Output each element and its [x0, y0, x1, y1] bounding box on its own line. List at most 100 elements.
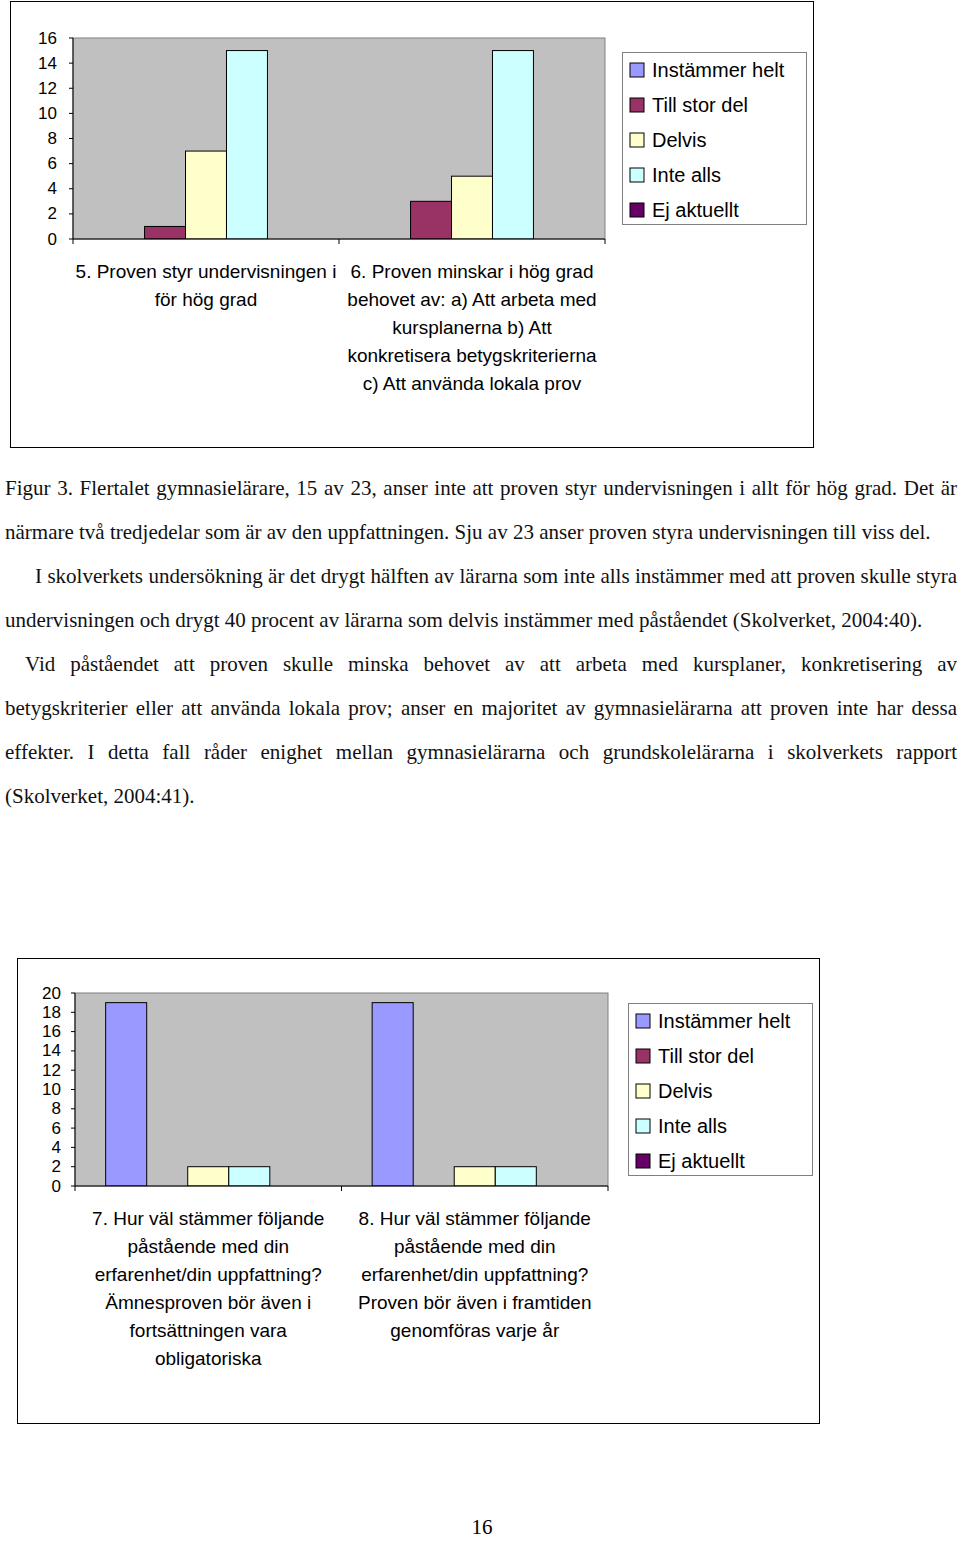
y-tick: [69, 163, 73, 164]
x-tick: [73, 239, 74, 244]
y-tick-label: 4: [52, 1138, 61, 1157]
bar: [186, 151, 227, 239]
y-tick-label: 16: [42, 1022, 61, 1041]
legend-swatch: [630, 133, 644, 147]
x-tick: [341, 1186, 342, 1191]
y-tick: [69, 188, 73, 189]
y-tick-label: 8: [48, 129, 57, 148]
category-label: 7. Hur väl stämmer följande påstående me…: [77, 1205, 339, 1373]
caption-label: Figur 3.: [5, 476, 73, 500]
page: 0246810121416Instämmer heltTill stor del…: [0, 0, 960, 1543]
chart-frame: [11, 2, 814, 448]
bar: [452, 176, 493, 239]
y-tick: [71, 1108, 75, 1109]
body-text: Figur 3. Flertalet gymnasielärare, 15 av…: [5, 466, 957, 818]
y-tick: [71, 1166, 75, 1167]
y-tick: [71, 1031, 75, 1032]
y-tick: [71, 1128, 75, 1129]
legend-label: Delvis: [658, 1080, 712, 1102]
bar: [411, 201, 452, 239]
y-tick: [69, 63, 73, 64]
category-label: 8. Hur väl stämmer följande påstående me…: [344, 1205, 606, 1345]
bar: [454, 1167, 495, 1186]
bar: [106, 1003, 147, 1186]
legend-swatch: [636, 1154, 650, 1168]
y-tick-label: 6: [48, 154, 57, 173]
y-tick-label: 18: [42, 1003, 61, 1022]
bar: [492, 51, 533, 239]
y-tick-label: 12: [42, 1061, 61, 1080]
paragraph: Vid påståendet att proven skulle minska …: [5, 642, 957, 818]
x-tick: [608, 1186, 609, 1191]
legend-swatch: [630, 203, 644, 217]
legend-label: Instämmer helt: [658, 1010, 791, 1032]
y-tick: [71, 1089, 75, 1090]
plot-area: [73, 38, 605, 239]
y-tick-label: 20: [42, 984, 61, 1003]
figure-caption: Figur 3. Flertalet gymnasielärare, 15 av…: [5, 466, 957, 554]
y-tick-label: 10: [38, 104, 57, 123]
bar: [372, 1003, 413, 1186]
legend-label: Instämmer helt: [652, 59, 785, 81]
legend-label: Inte alls: [652, 164, 721, 186]
legend-label: Delvis: [652, 129, 706, 151]
legend-swatch: [630, 168, 644, 182]
legend-label: Inte alls: [658, 1115, 727, 1137]
y-tick-label: 0: [48, 230, 57, 249]
chart: 02468101214161820 Instämmer helt Till stor…: [18, 959, 820, 1424]
bar: [226, 51, 267, 239]
legend-swatch: [636, 1119, 650, 1133]
y-tick: [69, 38, 73, 39]
legend: Instämmer helt Till stor del Delvis Inte al…: [623, 53, 807, 225]
legend-label: Ej aktuellt: [658, 1150, 745, 1172]
page-number: 16: [0, 1515, 960, 1540]
bar: [145, 226, 186, 239]
y-tick-label: 12: [38, 79, 57, 98]
y-tick-label: 16: [38, 29, 57, 48]
y-tick: [69, 213, 73, 214]
y-tick-label: 2: [48, 204, 57, 223]
bar: [495, 1167, 536, 1186]
bars: [145, 51, 534, 239]
y-tick: [71, 1050, 75, 1051]
legend-swatch: [636, 1049, 650, 1063]
y-tick: [71, 1147, 75, 1148]
y-tick: [71, 1070, 75, 1071]
y-tick-label: 10: [42, 1080, 61, 1099]
y-tick-label: 2: [52, 1157, 61, 1176]
paragraph: I skolverkets undersökning är det drygt …: [5, 554, 957, 642]
plot-area: [75, 993, 608, 1186]
chart: 0246810121416Instämmer heltTill stor del…: [11, 2, 814, 448]
legend-label: Till stor del: [658, 1045, 754, 1067]
legend-swatch: [636, 1084, 650, 1098]
x-tick: [605, 239, 606, 244]
x-tick: [339, 239, 340, 244]
y-tick: [69, 239, 73, 240]
bars: [106, 1003, 537, 1186]
y-tick: [69, 113, 73, 114]
x-tick: [75, 1186, 76, 1191]
legend-box: [629, 1004, 813, 1176]
y-tick: [69, 88, 73, 89]
legend-swatch: [630, 98, 644, 112]
y-tick-label: 6: [52, 1119, 61, 1138]
legend-swatch: [636, 1014, 650, 1028]
legend-label: Till stor del: [652, 94, 748, 116]
y-tick-label: 14: [38, 54, 57, 73]
y-tick: [71, 1186, 75, 1187]
category-label: 6. Proven minskar i hög grad behovet av:…: [341, 258, 603, 398]
y-tick-label: 8: [52, 1099, 61, 1118]
legend-label: Ej aktuellt: [652, 199, 739, 221]
bar: [188, 1167, 229, 1186]
y-tick: [71, 993, 75, 994]
caption-text: Flertalet gymnasielärare, 15 av 23, anse…: [5, 476, 957, 544]
y-tick-label: 14: [42, 1041, 61, 1060]
y-tick: [71, 1012, 75, 1013]
legend: Instämmer helt Till stor del Delvis Inte al…: [629, 1004, 813, 1176]
legend-swatch: [630, 63, 644, 77]
chart-frame: [18, 959, 820, 1424]
y-tick: [69, 138, 73, 139]
category-label: 5. Proven styr undervisningen i för hög …: [75, 258, 337, 314]
y-tick-label: 0: [52, 1177, 61, 1196]
bar: [229, 1167, 270, 1186]
